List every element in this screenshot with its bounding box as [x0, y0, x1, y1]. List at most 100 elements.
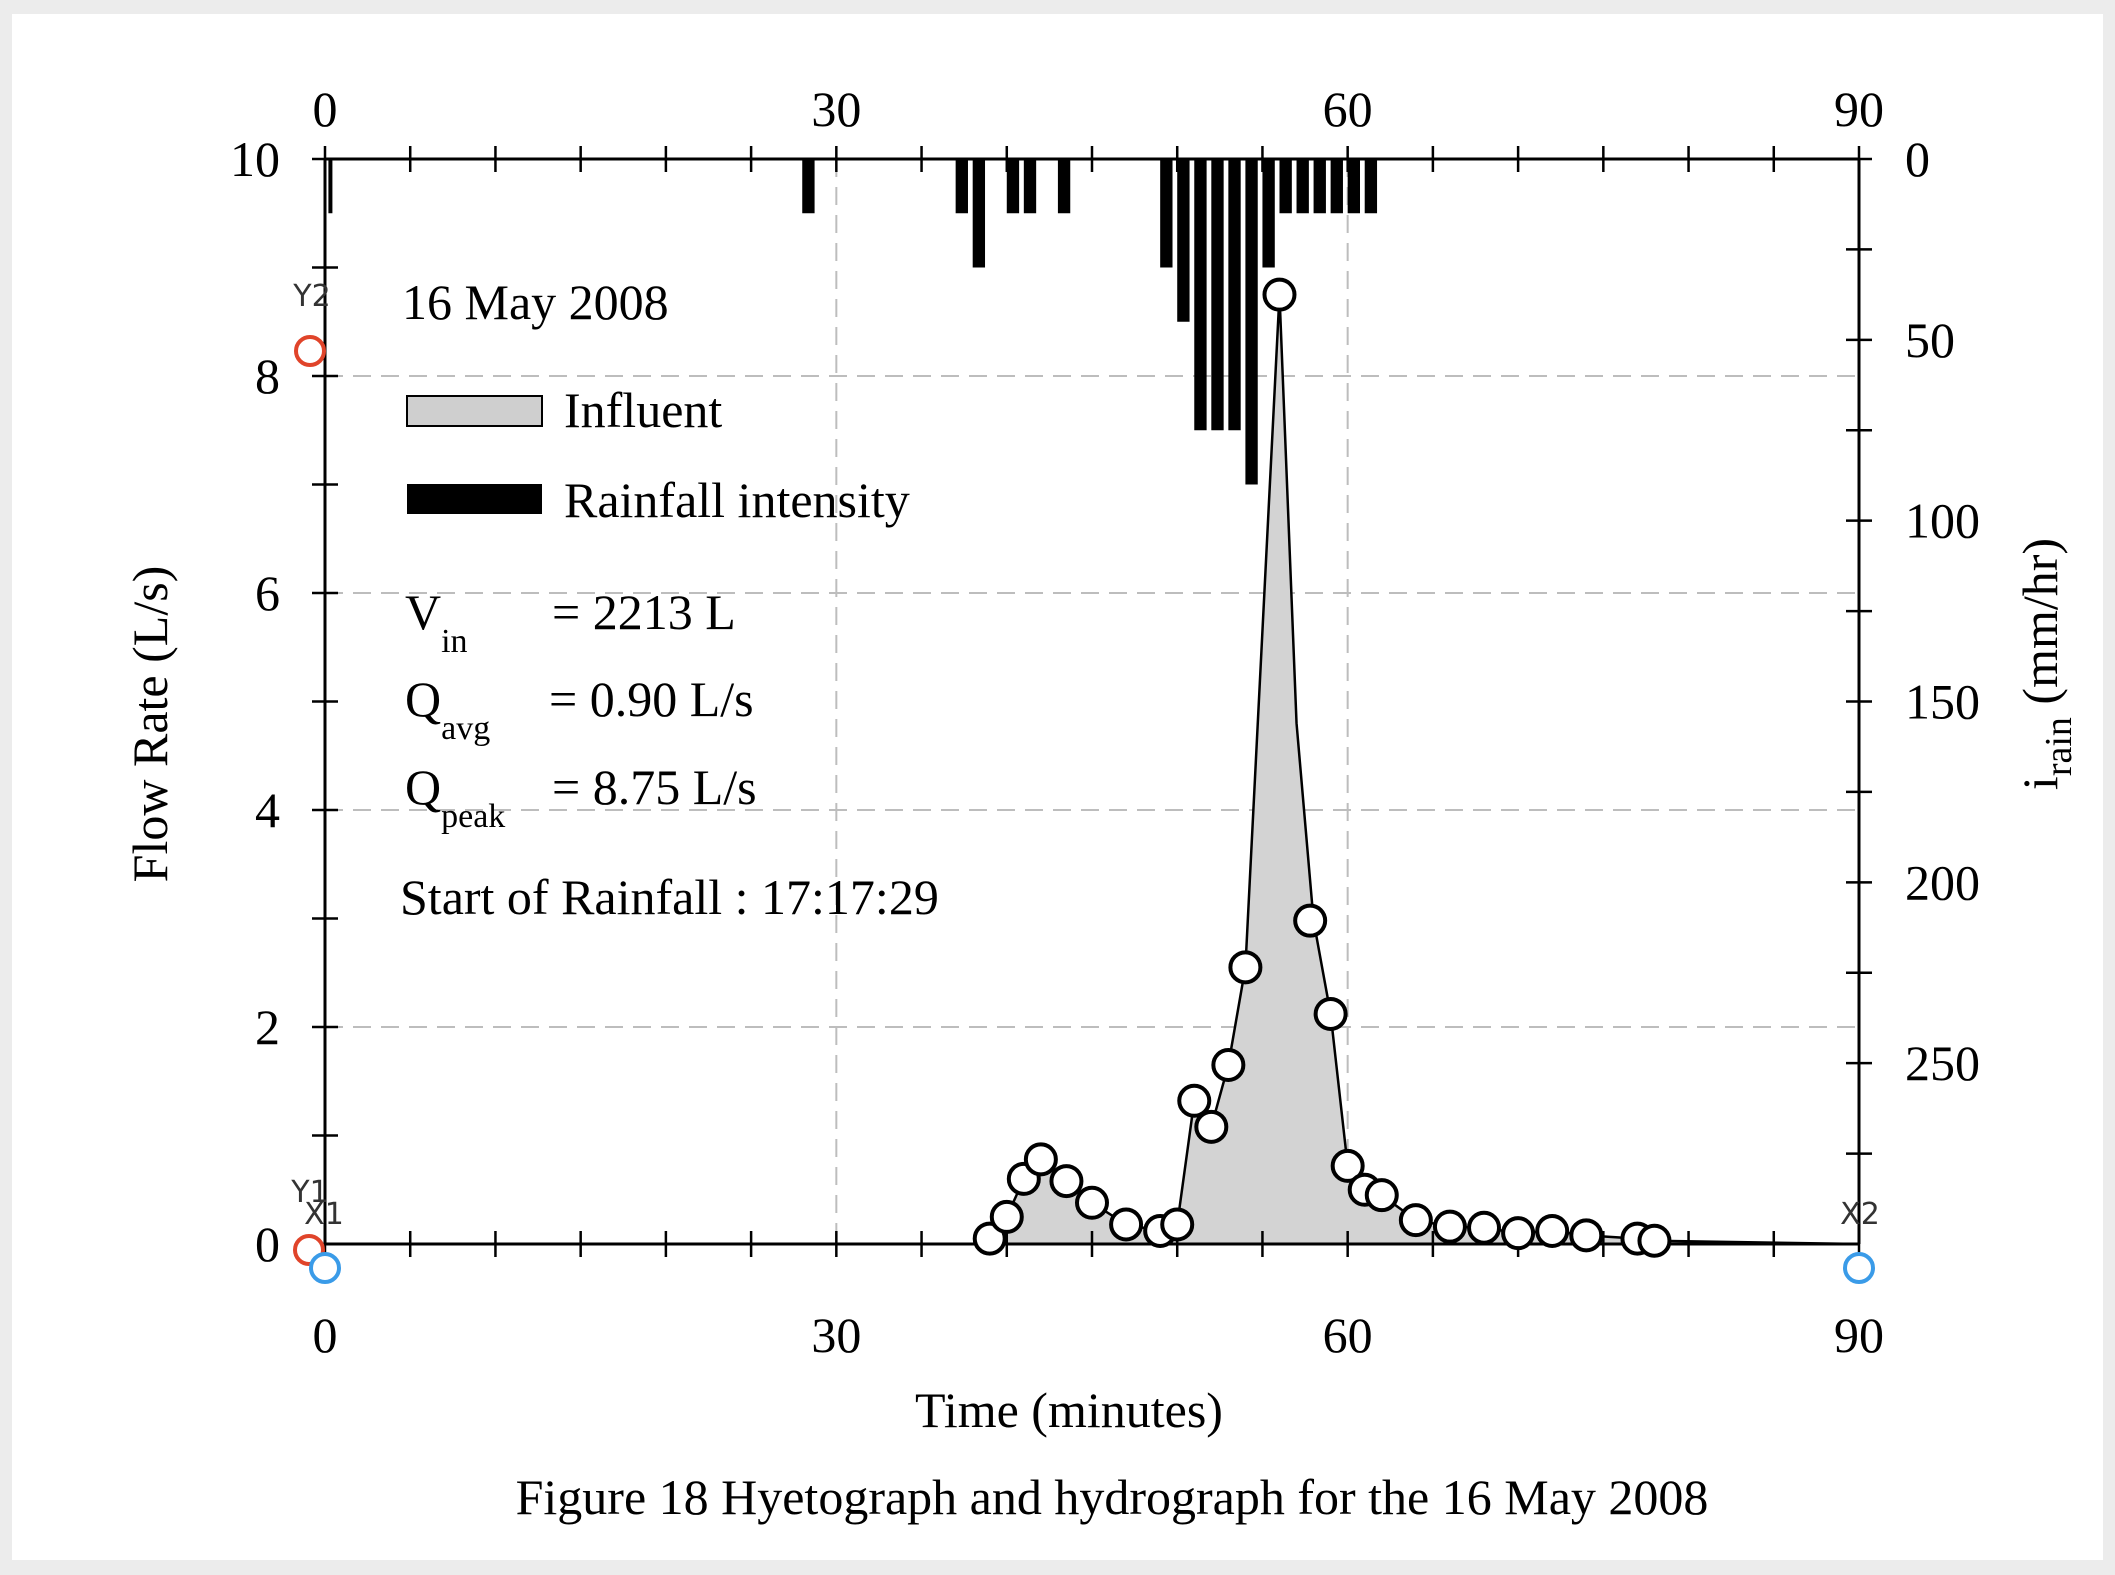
rain-bar	[1211, 159, 1224, 431]
y-tick-label: 6	[255, 565, 280, 621]
influent-point	[1194, 1109, 1229, 1144]
rain-bar	[1057, 159, 1071, 214]
influent-markers-layer	[972, 277, 1672, 1258]
y-tick-label: 4	[255, 782, 280, 838]
y-tick-label: 8	[255, 348, 280, 404]
x-tick-label-bottom: 30	[811, 1307, 861, 1363]
influent-point	[1109, 1207, 1144, 1242]
stat-qpeak-name: Qpeak	[405, 759, 505, 835]
influent-point	[1535, 1213, 1570, 1248]
rainfall-bars-layer	[328, 159, 1378, 485]
influent-point	[1432, 1209, 1467, 1244]
x-tick-label-bottom: 0	[313, 1307, 338, 1363]
x-tick-label-top: 90	[1834, 81, 1884, 137]
y-axis-label: Flow Rate (L/s)	[122, 566, 178, 883]
y-tick-label: 2	[255, 999, 280, 1055]
influent-point	[1467, 1210, 1502, 1245]
stat-vin-sub: in	[441, 623, 467, 660]
stat-qavg-main: Q	[405, 671, 441, 727]
figure-caption: Figure 18 Hyetograph and hydrograph for …	[516, 1469, 1709, 1525]
influent-point	[989, 1199, 1024, 1234]
influent-point	[1364, 1178, 1399, 1213]
calib-label-y1: Y1	[290, 1175, 328, 1210]
stat-qpeak-value: = 8.75 L/s	[552, 759, 757, 815]
influent-point	[1177, 1083, 1212, 1118]
event-date-label: 16 May 2008	[402, 274, 669, 330]
legend-label-influent: Influent	[564, 382, 722, 438]
y2-tick-label: 200	[1905, 854, 1980, 910]
influent-point	[972, 1221, 1007, 1256]
influent-point	[1049, 1164, 1084, 1199]
legend: Influent Rainfall intensity	[406, 382, 910, 528]
calib-marker-x1	[309, 1252, 341, 1284]
stat-qavg-name: Qavg	[405, 671, 490, 747]
x-tick-label-bottom: 60	[1323, 1307, 1373, 1363]
stat-qavg-sub: avg	[441, 710, 490, 747]
rain-bar	[1006, 159, 1020, 214]
rain-bar	[1330, 159, 1343, 214]
rain-bar	[328, 159, 333, 214]
y2-label-main: i	[2012, 776, 2068, 790]
y2-tick-label: 50	[1905, 312, 1955, 368]
stat-qpeak-sub: peak	[441, 798, 505, 835]
legend-swatch-influent	[406, 395, 543, 427]
x-tick-label-top: 60	[1323, 81, 1373, 137]
influent-point	[1313, 996, 1348, 1031]
legend-label-rainfall: Rainfall intensity	[564, 472, 910, 528]
y2-axis-label: irain (mm/hr)	[2012, 538, 2080, 790]
influent-point	[1228, 950, 1263, 985]
y2-tick-label: 0	[1905, 131, 1930, 187]
x-axis-label: Time (minutes)	[915, 1382, 1223, 1438]
rain-bar	[1262, 159, 1275, 268]
tick-marks	[312, 146, 1872, 1257]
start-of-rainfall: Start of Rainfall : 17:17:29	[400, 869, 939, 925]
stat-vin-name: Vin	[405, 584, 468, 660]
y2-label-unit: (mm/hr)	[2012, 538, 2068, 717]
influent-point	[1330, 1148, 1365, 1183]
stat-vin-value: = 2213 L	[552, 584, 736, 640]
calib-label-x1: X1	[304, 1197, 344, 1232]
calib-marker-y2	[294, 335, 326, 367]
rain-bar	[1023, 159, 1037, 214]
rain-bar	[1364, 159, 1378, 214]
rain-bar	[955, 159, 968, 214]
influent-point	[1023, 1142, 1058, 1177]
calib-marker-x2	[1843, 1252, 1875, 1284]
y-tick-label: 10	[230, 131, 280, 187]
y-tick-label: 0	[255, 1216, 280, 1272]
x-tick-label-bottom: 90	[1834, 1307, 1884, 1363]
influent-point	[1501, 1216, 1536, 1251]
stat-qpeak-main: Q	[405, 759, 441, 815]
influent-point	[1569, 1218, 1604, 1253]
influent-point	[1160, 1207, 1195, 1242]
y2-tick-label: 250	[1905, 1035, 1980, 1091]
y2-label-sub: rain	[2038, 717, 2080, 776]
calibration-markers: Y2 Y1 X1 X2	[290, 279, 1880, 1284]
influent-point	[1637, 1223, 1672, 1258]
influent-point	[1211, 1047, 1246, 1082]
y2-tick-label: 150	[1905, 674, 1980, 730]
influent-point	[1075, 1185, 1109, 1220]
rain-bar	[1347, 159, 1361, 214]
rain-bar	[1296, 159, 1309, 214]
rain-bar	[1279, 159, 1292, 214]
rain-bar	[1160, 159, 1173, 268]
figure-frame: 0 0 30 30 60 60 90 90 0 2 4 6 8 10 0 50 100 150 200 250 Tim…	[12, 14, 2103, 1560]
influent-point	[1398, 1203, 1433, 1238]
rain-bar	[1194, 159, 1207, 431]
stat-qavg-value: = 0.90 L/s	[549, 671, 754, 727]
rain-bar	[1245, 159, 1258, 485]
rain-bar	[972, 159, 986, 268]
x-tick-label-top: 30	[811, 81, 861, 137]
x-tick-label-top: 0	[313, 81, 338, 137]
calib-label-x2: X2	[1840, 1197, 1880, 1232]
stat-vin-main: V	[405, 584, 441, 640]
calib-label-y2: Y2	[292, 279, 330, 314]
y2-tick-label: 100	[1905, 493, 1980, 549]
rain-bar	[802, 159, 815, 214]
influent-point	[1262, 277, 1297, 312]
rain-bar	[1177, 159, 1190, 322]
legend-swatch-rainfall	[407, 484, 542, 514]
